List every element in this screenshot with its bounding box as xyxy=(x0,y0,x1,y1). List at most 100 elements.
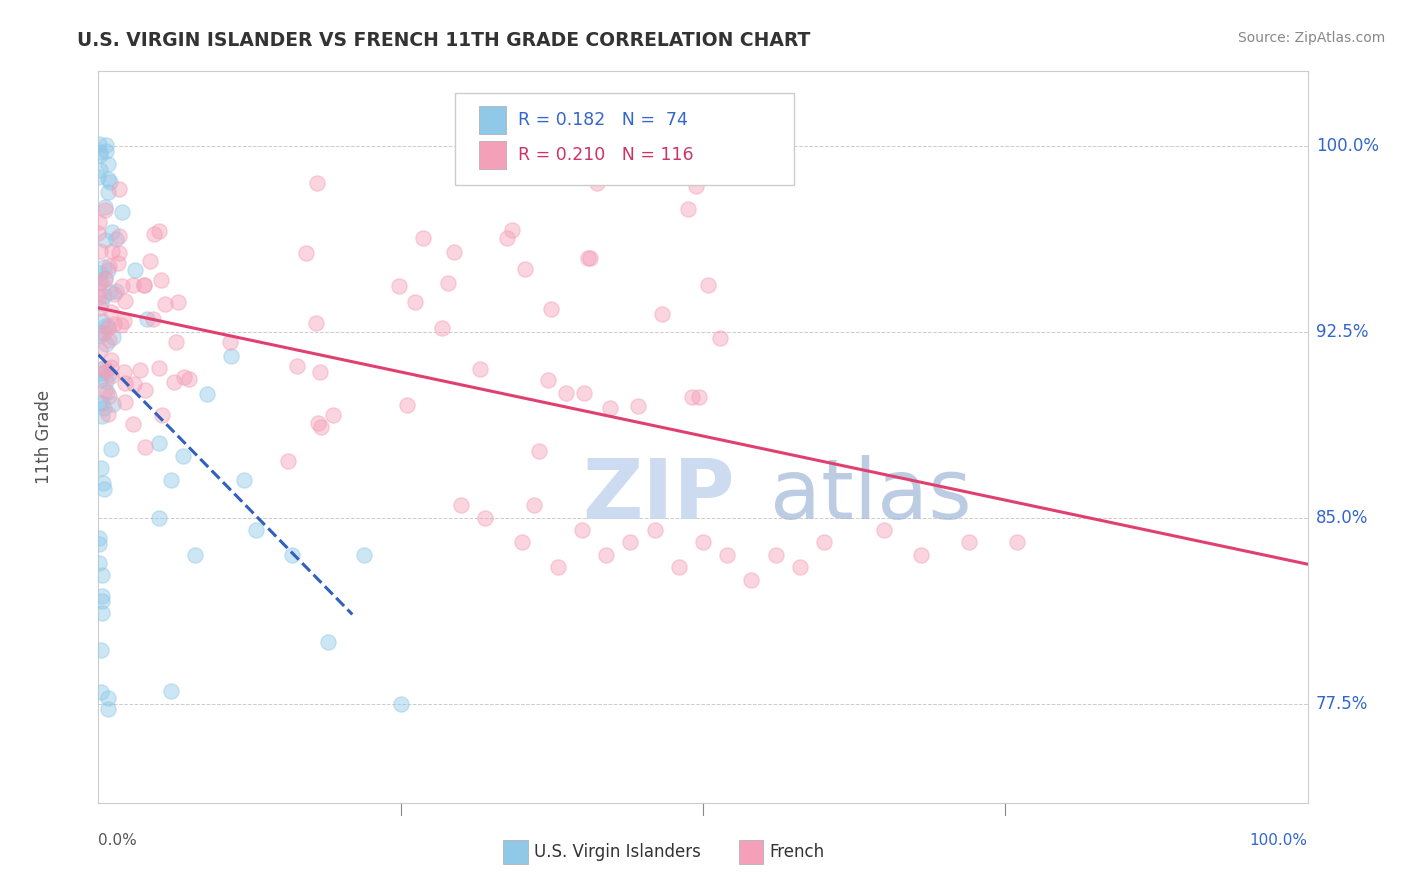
Point xyxy=(599,401,621,416)
Text: 11th Grade: 11th Grade xyxy=(35,390,53,484)
Point xyxy=(309,420,332,434)
Point xyxy=(668,560,690,574)
Text: 100.0%: 100.0% xyxy=(1316,136,1379,154)
Point xyxy=(114,294,136,309)
Point xyxy=(93,360,115,375)
Point xyxy=(957,535,980,549)
Point xyxy=(93,271,115,285)
Text: R = 0.210   N = 116: R = 0.210 N = 116 xyxy=(517,145,693,164)
Text: 0.0%: 0.0% xyxy=(98,832,138,847)
Point xyxy=(110,318,132,332)
Point xyxy=(285,359,308,373)
Point xyxy=(111,205,134,219)
Point xyxy=(90,275,112,289)
Point xyxy=(245,523,267,537)
Point xyxy=(124,262,146,277)
Point xyxy=(107,229,129,244)
Point xyxy=(523,498,546,512)
Point xyxy=(97,157,120,171)
Point xyxy=(148,224,170,238)
Point xyxy=(148,360,170,375)
Point xyxy=(450,498,472,512)
Text: 85.0%: 85.0% xyxy=(1316,508,1368,526)
Text: French: French xyxy=(769,843,825,861)
Point xyxy=(322,408,344,422)
Point xyxy=(94,374,117,388)
Point xyxy=(295,246,318,260)
Point xyxy=(104,284,127,298)
Point xyxy=(94,203,117,218)
Point xyxy=(148,510,170,524)
Point xyxy=(89,266,111,280)
Point xyxy=(89,148,111,162)
Point xyxy=(134,277,156,292)
Point xyxy=(101,329,124,343)
Point xyxy=(100,360,122,375)
Point xyxy=(97,172,120,186)
Point xyxy=(688,390,710,404)
Point xyxy=(155,297,177,311)
Point xyxy=(89,343,111,357)
Point xyxy=(540,302,562,317)
Point xyxy=(94,233,117,247)
Point xyxy=(716,548,738,562)
Point xyxy=(219,335,242,350)
Point xyxy=(107,245,129,260)
Point xyxy=(89,163,111,178)
Point xyxy=(100,442,122,456)
FancyBboxPatch shape xyxy=(740,840,763,863)
FancyBboxPatch shape xyxy=(479,141,506,169)
Point xyxy=(93,326,115,341)
Text: U.S. Virgin Islanders: U.S. Virgin Islanders xyxy=(534,843,700,861)
Point xyxy=(87,285,110,300)
Point xyxy=(571,523,593,537)
Point xyxy=(90,314,112,328)
Point xyxy=(685,179,707,194)
FancyBboxPatch shape xyxy=(479,106,506,134)
Point xyxy=(184,548,207,562)
Point xyxy=(122,377,145,392)
Point xyxy=(166,295,188,310)
Point xyxy=(316,634,339,648)
Point xyxy=(149,273,172,287)
Point xyxy=(395,398,418,412)
Point xyxy=(98,285,121,300)
Point xyxy=(468,361,491,376)
Point xyxy=(221,350,243,364)
Text: Source: ZipAtlas.com: Source: ZipAtlas.com xyxy=(1237,31,1385,45)
Point xyxy=(89,290,111,304)
Point xyxy=(100,368,122,383)
FancyBboxPatch shape xyxy=(456,94,793,185)
Point xyxy=(91,475,114,490)
Point xyxy=(97,319,120,334)
Point xyxy=(98,388,121,402)
Point xyxy=(89,325,111,339)
Point xyxy=(150,408,173,422)
Point xyxy=(89,537,111,551)
Point xyxy=(651,307,673,321)
Point xyxy=(576,251,599,265)
Point xyxy=(90,409,112,423)
Point xyxy=(94,200,117,214)
Point xyxy=(692,535,714,549)
Point xyxy=(96,384,118,399)
Point xyxy=(404,295,426,310)
Point xyxy=(94,272,117,286)
Point xyxy=(112,365,135,379)
Point xyxy=(443,244,465,259)
Point xyxy=(128,363,150,377)
Point xyxy=(111,279,134,293)
Point xyxy=(122,417,145,431)
Point xyxy=(644,523,666,537)
Point xyxy=(142,312,165,326)
Point xyxy=(307,176,329,190)
Point xyxy=(97,368,120,382)
Point xyxy=(93,401,115,415)
Point xyxy=(101,397,124,411)
Point xyxy=(353,548,375,562)
Point xyxy=(114,376,136,390)
Point xyxy=(103,286,125,301)
Point xyxy=(510,535,533,549)
Point xyxy=(91,606,114,620)
Point xyxy=(87,136,110,151)
